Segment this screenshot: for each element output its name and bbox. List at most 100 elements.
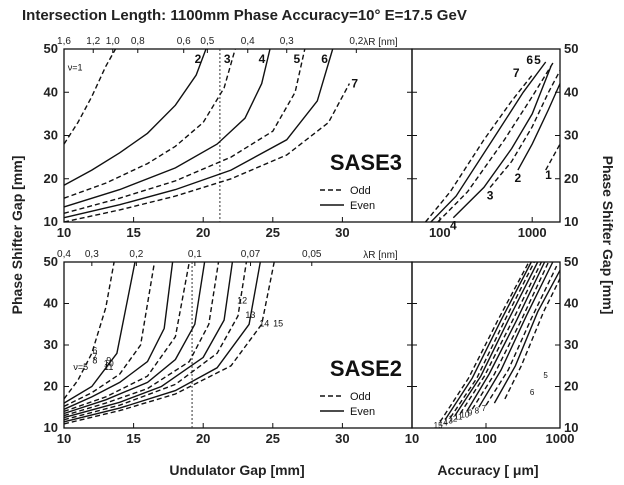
left-y-axis-label: Phase Shifter Gap [mm]	[9, 156, 25, 315]
x-tick-label: 10	[57, 431, 71, 446]
series-line-8	[478, 261, 554, 408]
x-tick-label: 15	[126, 431, 140, 446]
panel-label-sase3: SASE3	[330, 150, 402, 175]
top-tick-label: 0,5	[200, 36, 214, 47]
y-tick-label: 50	[564, 41, 578, 56]
y-tick-label: 30	[44, 337, 58, 352]
series-line-13	[449, 261, 535, 418]
series-line-6	[63, 261, 136, 404]
top-tick-label: 0,05	[302, 249, 322, 260]
series-label: 4	[450, 219, 457, 233]
y-tick-label: 10	[564, 420, 578, 435]
series-line-9	[63, 261, 190, 413]
series-line-4	[452, 66, 552, 219]
series-label: 4	[259, 52, 266, 66]
series-line-5	[63, 48, 306, 214]
series-label: 5	[534, 53, 541, 67]
series-line-2	[517, 83, 561, 171]
top-tick-label: 0,8	[131, 36, 145, 47]
series-line-9	[471, 261, 550, 410]
top-tick-label: 0,1	[188, 249, 202, 260]
y-tick-label: 10	[564, 214, 578, 229]
y-tick-label: 40	[564, 296, 578, 311]
series-label: 13	[444, 417, 453, 426]
series-line-15	[439, 261, 530, 423]
accuracy-axis-label: Accuracy [ μm]	[437, 462, 538, 478]
series-line-12	[454, 261, 539, 416]
y-tick-label: 20	[564, 171, 578, 186]
legend-even-label: Even	[350, 406, 375, 418]
y-tick-label: 10	[44, 214, 58, 229]
series-label: 6	[321, 52, 328, 66]
sase2-gap-panel: 10 20 30 40 50 10 15 20 25 30 0,4 0,3 0,2 0,1 0,07 0,05…	[44, 249, 413, 446]
series-line-5	[504, 278, 561, 400]
series-label: 9	[468, 408, 473, 417]
y-tick-label: 10	[44, 420, 58, 435]
series-label: 14	[439, 419, 448, 428]
series-line-14	[444, 261, 532, 421]
series-line-2	[63, 48, 207, 186]
y-tick-label: 20	[564, 379, 578, 394]
y-tick-label: 30	[564, 128, 578, 143]
series-label: 12	[448, 415, 457, 424]
wavelength-axis-label: λR [nm]	[363, 250, 398, 261]
series-line-7	[424, 74, 533, 223]
x-tick-label: 25	[266, 431, 280, 446]
series-label: 3	[487, 188, 494, 202]
series-label: 15	[434, 421, 443, 430]
series-line-12	[63, 261, 234, 419]
x-tick-label: 10	[405, 431, 419, 446]
top-tick-label: 0,4	[57, 249, 71, 260]
y-tick-label: 50	[44, 41, 58, 56]
y-tick-label: 40	[44, 84, 58, 99]
series-label: 7	[482, 404, 487, 413]
undulator-gap-axis-label: Undulator Gap [mm]	[169, 462, 304, 478]
series-line-13	[63, 261, 248, 421]
x-tick-label: 20	[196, 431, 210, 446]
top-tick-label: 0,6	[177, 36, 191, 47]
series-line-3	[489, 70, 561, 188]
series-line-6	[63, 48, 334, 219]
series-line-14	[63, 261, 261, 423]
series-line-10	[466, 261, 546, 412]
x-tick-label: 1000	[518, 225, 547, 240]
y-tick-label: 30	[44, 128, 58, 143]
series-label: 10	[104, 359, 114, 369]
series-label: 5	[293, 52, 300, 66]
legend-even-label: Even	[350, 200, 375, 212]
series-label: ν=1	[68, 63, 83, 73]
y-tick-label: 50	[44, 254, 58, 269]
series-label: 15	[273, 318, 283, 328]
series-label: 11	[104, 362, 113, 372]
x-tick-label: 100	[429, 225, 451, 240]
series-label: 3	[224, 52, 231, 66]
series-label: 14	[259, 318, 269, 328]
y-tick-label: 40	[44, 296, 58, 311]
series-label: 10	[460, 410, 469, 419]
series-label: 12	[237, 296, 247, 306]
x-tick-label: 30	[335, 225, 349, 240]
legend: Odd Even	[320, 185, 375, 212]
series-label: 2	[195, 52, 202, 66]
y-tick-label: 50	[564, 254, 578, 269]
series-label: 8	[475, 406, 480, 415]
wavelength-axis-label: λR [nm]	[363, 37, 398, 48]
series-label: ν=5	[73, 362, 88, 372]
series-label: 2	[515, 171, 522, 185]
sase3-acc-panel: 10 20 30 40 50 100 1000 1 2 3 4 567	[411, 41, 578, 240]
top-tick-label: 1,2	[86, 36, 100, 47]
x-tick-label: 1000	[546, 431, 575, 446]
series-line-1	[63, 48, 117, 145]
series-label: 7	[351, 77, 358, 91]
series-line-4	[63, 48, 271, 208]
series-line-1	[545, 143, 561, 171]
series-line-5	[437, 61, 555, 223]
series-label: 6	[526, 53, 533, 67]
x-tick-label: 25	[266, 225, 280, 240]
series-line-8	[63, 261, 174, 410]
series-line-15	[63, 261, 275, 425]
series-label: 5	[543, 371, 548, 380]
